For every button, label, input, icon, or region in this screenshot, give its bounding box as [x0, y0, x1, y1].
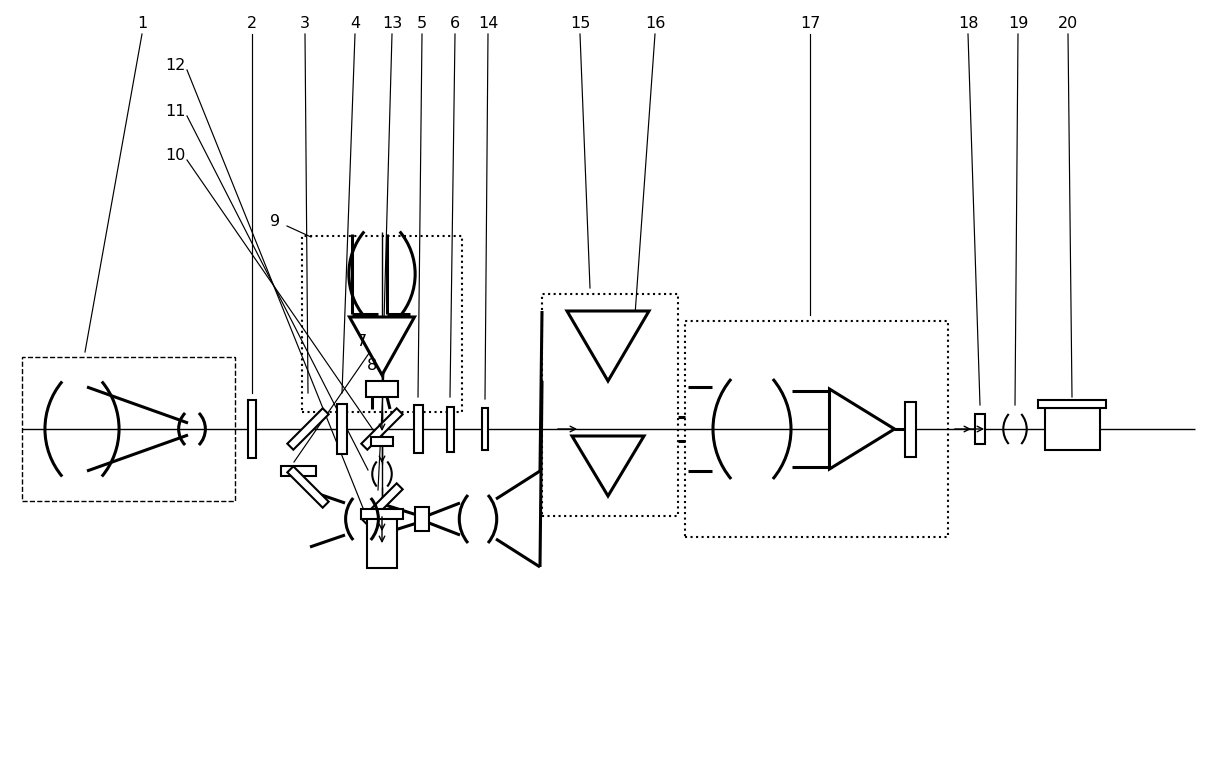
Bar — [685, 321, 948, 537]
Text: 18: 18 — [958, 16, 978, 31]
Polygon shape — [361, 408, 402, 450]
Text: 4: 4 — [350, 16, 360, 31]
Text: 19: 19 — [1007, 16, 1028, 31]
Bar — [975, 414, 985, 444]
Text: 2: 2 — [246, 16, 257, 31]
Bar — [248, 400, 256, 458]
Bar — [361, 509, 403, 519]
Bar — [416, 507, 429, 531]
Bar — [447, 406, 453, 452]
Text: 6: 6 — [449, 16, 460, 31]
Bar — [1038, 400, 1107, 408]
Text: 5: 5 — [417, 16, 428, 31]
Text: 10: 10 — [164, 148, 185, 164]
Text: 3: 3 — [300, 16, 310, 31]
Bar — [280, 466, 315, 476]
Bar — [337, 404, 347, 454]
Text: 8: 8 — [367, 358, 377, 373]
Bar — [367, 516, 397, 568]
Text: 14: 14 — [478, 16, 498, 31]
Polygon shape — [288, 466, 329, 508]
Text: 9: 9 — [269, 215, 280, 230]
Bar — [905, 401, 916, 456]
Text: 12: 12 — [164, 59, 185, 74]
Bar — [1045, 408, 1099, 450]
Polygon shape — [567, 311, 649, 381]
Polygon shape — [830, 389, 894, 469]
Bar — [366, 382, 397, 397]
Polygon shape — [288, 408, 329, 450]
Text: 20: 20 — [1058, 16, 1078, 31]
Text: 7: 7 — [356, 335, 367, 350]
Polygon shape — [361, 483, 402, 524]
Bar — [22, 357, 236, 501]
Text: 11: 11 — [164, 104, 185, 119]
Bar — [413, 405, 423, 453]
Bar — [302, 236, 461, 412]
Text: 1: 1 — [137, 16, 147, 31]
Text: 13: 13 — [382, 16, 402, 31]
Polygon shape — [349, 317, 414, 375]
Bar — [371, 437, 393, 445]
Text: 15: 15 — [570, 16, 591, 31]
Bar — [482, 408, 488, 450]
Bar — [542, 294, 678, 516]
Text: 17: 17 — [800, 16, 820, 31]
Text: 16: 16 — [645, 16, 666, 31]
Polygon shape — [573, 436, 644, 496]
